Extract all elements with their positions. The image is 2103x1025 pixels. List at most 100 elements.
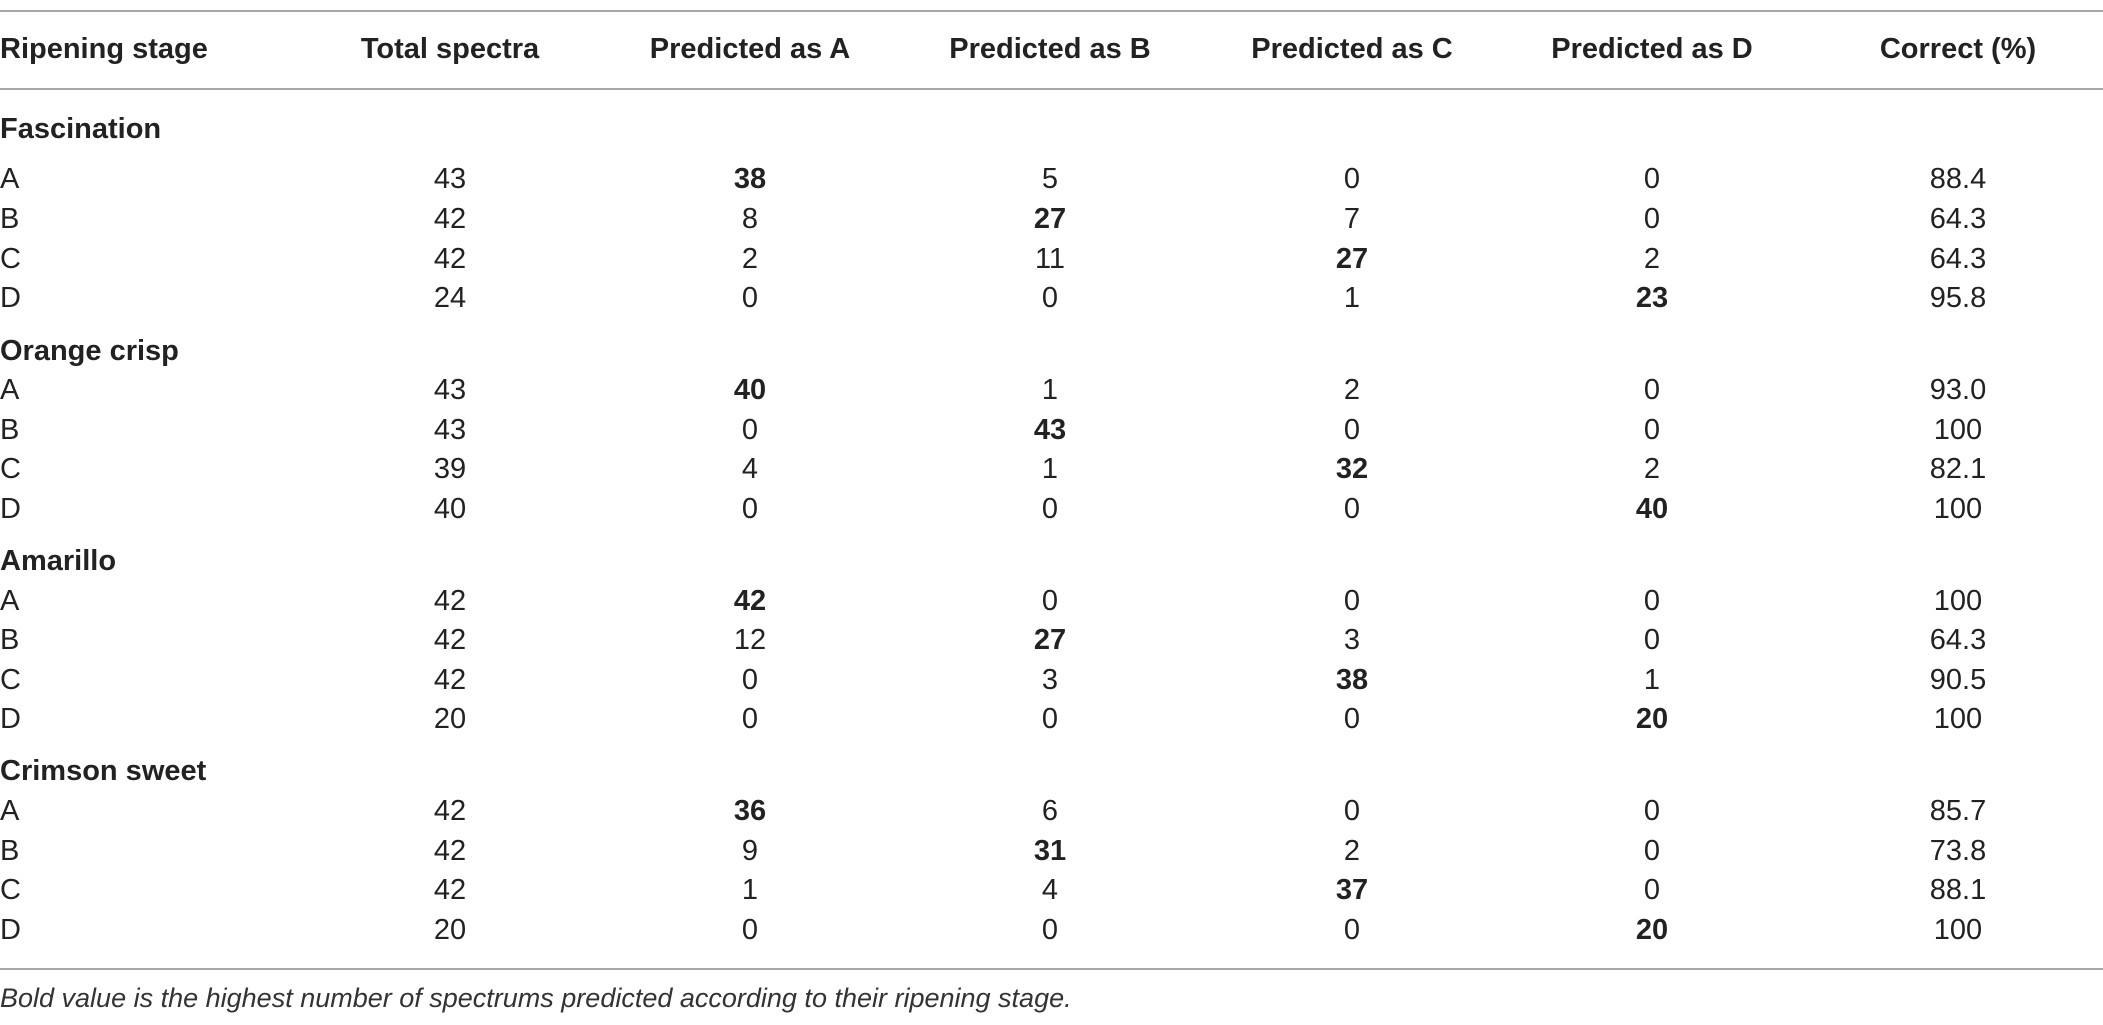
a-cell: 38 <box>733 163 767 195</box>
group-label: Fascination <box>0 113 162 145</box>
b-cell: 1 <box>1041 453 1059 485</box>
a-cell: 12 <box>733 624 767 656</box>
total-cell: 42 <box>433 243 467 275</box>
stage-cell: B <box>0 414 20 446</box>
d-cell: 40 <box>1635 493 1669 525</box>
group-header: Fascination <box>0 110 2103 148</box>
d-cell: 0 <box>1643 624 1661 656</box>
table-row: A 42 42 0 0 0 100 <box>0 582 2103 620</box>
total-cell: 42 <box>433 585 467 617</box>
stage-cell: B <box>0 203 20 235</box>
a-cell: 0 <box>741 914 759 946</box>
c-cell: 0 <box>1343 163 1361 195</box>
top-rule <box>0 10 2103 12</box>
total-cell: 39 <box>433 453 467 485</box>
c-cell: 0 <box>1343 585 1361 617</box>
d-cell: 1 <box>1643 664 1661 696</box>
b-cell: 4 <box>1041 874 1059 906</box>
header-predicted-c: Predicted as C <box>1251 33 1453 65</box>
correct-cell: 88.4 <box>1929 163 1987 195</box>
table-row: B 43 0 43 0 0 100 <box>0 411 2103 449</box>
total-cell: 24 <box>433 282 467 314</box>
header-predicted-a: Predicted as A <box>649 33 851 65</box>
correct-cell: 73.8 <box>1929 835 1987 867</box>
d-cell: 0 <box>1643 203 1661 235</box>
c-cell: 1 <box>1343 282 1361 314</box>
total-cell: 42 <box>433 795 467 827</box>
d-cell: 23 <box>1635 282 1669 314</box>
total-cell: 40 <box>433 493 467 525</box>
correct-cell: 88.1 <box>1929 874 1987 906</box>
a-cell: 0 <box>741 493 759 525</box>
c-cell: 2 <box>1343 374 1361 406</box>
stage-cell: C <box>0 664 21 696</box>
table-row: C 42 1 4 37 0 88.1 <box>0 871 2103 909</box>
a-cell: 0 <box>741 664 759 696</box>
a-cell: 0 <box>741 414 759 446</box>
stage-cell: B <box>0 624 20 656</box>
total-cell: 42 <box>433 624 467 656</box>
header-correct: Correct (%) <box>1879 33 2037 65</box>
a-cell: 8 <box>741 203 759 235</box>
a-cell: 42 <box>733 585 767 617</box>
table-row: A 43 40 1 2 0 93.0 <box>0 371 2103 409</box>
c-cell: 2 <box>1343 835 1361 867</box>
b-cell: 0 <box>1041 914 1059 946</box>
stage-cell: A <box>0 585 20 617</box>
header-total-spectra: Total spectra <box>360 33 540 65</box>
a-cell: 4 <box>741 453 759 485</box>
c-cell: 0 <box>1343 414 1361 446</box>
b-cell: 6 <box>1041 795 1059 827</box>
d-cell: 0 <box>1643 795 1661 827</box>
header-predicted-b: Predicted as B <box>949 33 1151 65</box>
a-cell: 36 <box>733 795 767 827</box>
stage-cell: C <box>0 243 21 275</box>
b-cell: 3 <box>1041 664 1059 696</box>
c-cell: 0 <box>1343 493 1361 525</box>
correct-cell: 100 <box>1933 703 1983 735</box>
a-cell: 0 <box>741 282 759 314</box>
stage-cell: C <box>0 874 21 906</box>
group-header: Orange crisp <box>0 332 2103 370</box>
total-cell: 43 <box>433 414 467 446</box>
correct-cell: 82.1 <box>1929 453 1987 485</box>
c-cell: 27 <box>1335 243 1369 275</box>
d-cell: 0 <box>1643 163 1661 195</box>
a-cell: 2 <box>741 243 759 275</box>
header-ripening-stage: Ripening stage <box>0 33 208 65</box>
c-cell: 38 <box>1335 664 1369 696</box>
table-row: C 42 0 3 38 1 90.5 <box>0 661 2103 699</box>
b-cell: 5 <box>1041 163 1059 195</box>
b-cell: 0 <box>1041 493 1059 525</box>
table-row: D 40 0 0 0 40 100 <box>0 490 2103 528</box>
a-cell: 40 <box>733 374 767 406</box>
b-cell: 43 <box>1033 414 1067 446</box>
stage-cell: D <box>0 914 21 946</box>
correct-cell: 64.3 <box>1929 203 1987 235</box>
group-header: Crimson sweet <box>0 752 2103 790</box>
total-cell: 42 <box>433 874 467 906</box>
correct-cell: 100 <box>1933 585 1983 617</box>
b-cell: 0 <box>1041 703 1059 735</box>
stage-cell: A <box>0 374 20 406</box>
table-row: D 24 0 0 1 23 95.8 <box>0 279 2103 317</box>
stage-cell: D <box>0 703 21 735</box>
total-cell: 43 <box>433 374 467 406</box>
stage-cell: A <box>0 163 20 195</box>
d-cell: 0 <box>1643 585 1661 617</box>
correct-cell: 64.3 <box>1929 624 1987 656</box>
d-cell: 0 <box>1643 874 1661 906</box>
d-cell: 2 <box>1643 243 1661 275</box>
correct-cell: 100 <box>1933 414 1983 446</box>
c-cell: 32 <box>1335 453 1369 485</box>
group-label: Orange crisp <box>0 335 179 367</box>
table-row: C 39 4 1 32 2 82.1 <box>0 450 2103 488</box>
stage-cell: A <box>0 795 20 827</box>
d-cell: 0 <box>1643 835 1661 867</box>
correct-cell: 64.3 <box>1929 243 1987 275</box>
b-cell: 0 <box>1041 585 1059 617</box>
correct-cell: 100 <box>1933 914 1983 946</box>
total-cell: 20 <box>433 703 467 735</box>
stage-cell: D <box>0 493 21 525</box>
table-row: B 42 8 27 7 0 64.3 <box>0 200 2103 238</box>
